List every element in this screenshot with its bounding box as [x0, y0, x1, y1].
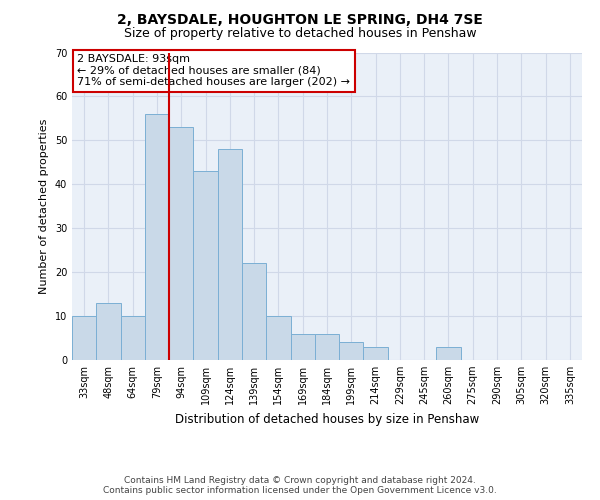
Bar	[121, 316, 145, 360]
Bar	[364, 347, 388, 360]
Text: Size of property relative to detached houses in Penshaw: Size of property relative to detached ho…	[124, 28, 476, 40]
Bar	[218, 149, 242, 360]
Bar	[96, 303, 121, 360]
Bar	[436, 347, 461, 360]
Y-axis label: Number of detached properties: Number of detached properties	[39, 118, 49, 294]
Bar	[72, 316, 96, 360]
Text: Contains HM Land Registry data © Crown copyright and database right 2024.
Contai: Contains HM Land Registry data © Crown c…	[103, 476, 497, 495]
Bar	[315, 334, 339, 360]
Text: 2 BAYSDALE: 93sqm
← 29% of detached houses are smaller (84)
71% of semi-detached: 2 BAYSDALE: 93sqm ← 29% of detached hous…	[77, 54, 350, 87]
Bar	[339, 342, 364, 360]
Text: 2, BAYSDALE, HOUGHTON LE SPRING, DH4 7SE: 2, BAYSDALE, HOUGHTON LE SPRING, DH4 7SE	[117, 12, 483, 26]
Bar	[193, 171, 218, 360]
Bar	[290, 334, 315, 360]
Bar	[266, 316, 290, 360]
Bar	[242, 264, 266, 360]
Bar	[145, 114, 169, 360]
X-axis label: Distribution of detached houses by size in Penshaw: Distribution of detached houses by size …	[175, 412, 479, 426]
Bar	[169, 127, 193, 360]
